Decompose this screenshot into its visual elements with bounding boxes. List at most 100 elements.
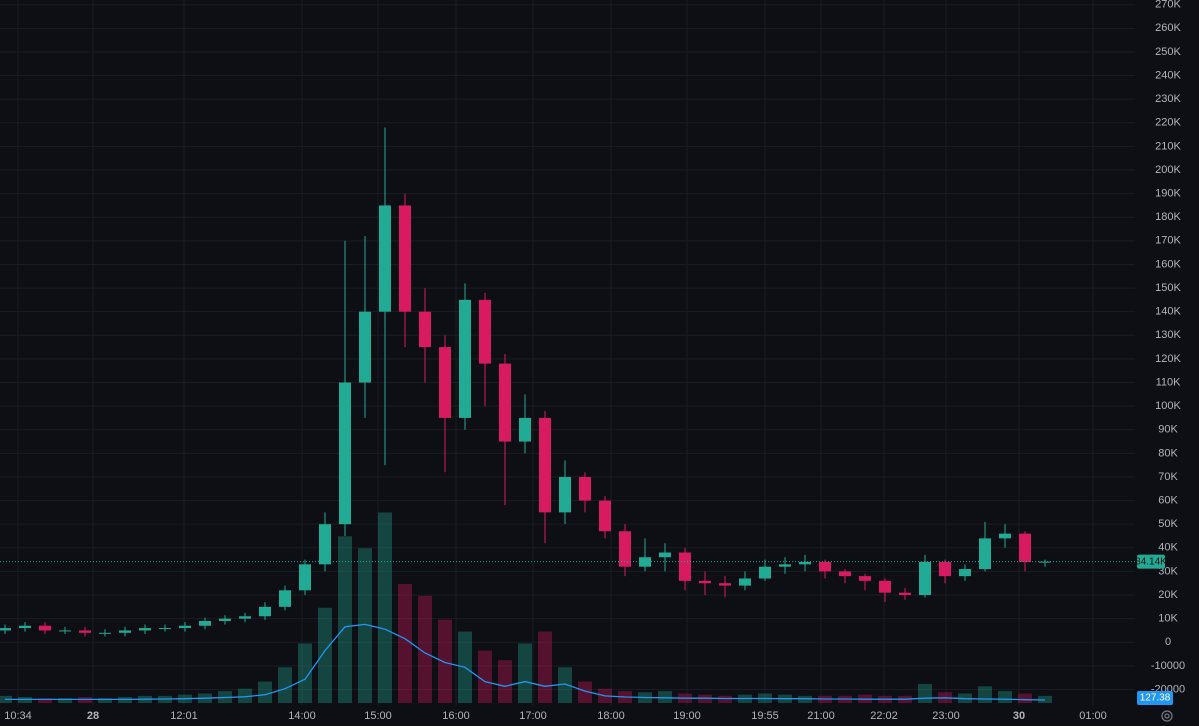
candle-body xyxy=(719,583,731,586)
gear-inner xyxy=(1164,713,1170,719)
settings-icon[interactable] xyxy=(1161,710,1173,722)
candle-body xyxy=(999,533,1011,539)
candle-body xyxy=(139,628,151,631)
volume-bar xyxy=(558,667,572,703)
candle-body xyxy=(659,552,671,558)
candle-body xyxy=(619,531,631,567)
candle-body xyxy=(0,628,12,631)
candle-body xyxy=(859,576,871,581)
volume-ma-label: 127.38 xyxy=(1140,693,1171,704)
x-tick-label: 10:34 xyxy=(4,710,32,722)
candle-body xyxy=(679,552,691,581)
volume-bar xyxy=(438,619,452,703)
volume-bar xyxy=(298,643,312,703)
candle-body xyxy=(579,476,591,501)
candle-body xyxy=(459,299,471,418)
candle-body xyxy=(379,205,391,312)
y-tick-label: 90K xyxy=(1158,424,1178,436)
y-tick-label: 70K xyxy=(1158,471,1178,483)
candle-body xyxy=(739,578,751,586)
candle-body xyxy=(799,561,811,565)
volume-bar xyxy=(718,695,732,703)
candle-body xyxy=(159,628,171,630)
candle-body xyxy=(299,564,311,591)
candle-body xyxy=(39,625,51,631)
volume-bar xyxy=(498,660,512,703)
candle-body xyxy=(339,382,351,525)
y-tick-label: 190K xyxy=(1155,188,1181,200)
y-tick-label: 140K xyxy=(1155,306,1181,318)
candle-body xyxy=(499,363,511,442)
y-tick-label: 80K xyxy=(1158,447,1178,459)
volume-bar xyxy=(418,595,432,703)
y-tick-label: 270K xyxy=(1155,0,1181,11)
candle-body xyxy=(519,417,531,442)
y-tick-label: 230K xyxy=(1155,93,1181,105)
y-tick-label: 120K xyxy=(1155,353,1181,365)
candle-body xyxy=(959,569,971,577)
x-tick-label: 22:02 xyxy=(870,710,898,722)
y-tick-label: 160K xyxy=(1155,258,1181,270)
volume-ma-line xyxy=(5,623,1046,701)
volume-bar xyxy=(578,681,592,703)
x-tick-label: 18:00 xyxy=(597,710,625,722)
volume-bar xyxy=(378,512,392,703)
candle-body xyxy=(319,524,331,565)
volume-bar xyxy=(998,691,1012,703)
y-tick-label: 180K xyxy=(1155,211,1181,223)
y-tick-label: 170K xyxy=(1155,235,1181,247)
y-tick-label: 240K xyxy=(1155,69,1181,81)
volume-bar xyxy=(518,643,532,703)
candle-body xyxy=(939,561,951,577)
candle-body xyxy=(1019,533,1031,562)
candle-body xyxy=(779,564,791,567)
y-tick-label: 150K xyxy=(1155,282,1181,294)
candle-body xyxy=(179,625,191,629)
volume-bar xyxy=(318,607,332,703)
y-tick-label: 220K xyxy=(1155,117,1181,129)
y-tick-label: 250K xyxy=(1155,46,1181,58)
x-tick-label: 19:00 xyxy=(673,710,701,722)
volume-ma-tag xyxy=(1137,691,1173,705)
x-tick-label: 21:00 xyxy=(807,710,835,722)
volume-bar xyxy=(398,583,412,703)
volume-bar xyxy=(478,650,492,703)
candle-body xyxy=(279,590,291,607)
x-tick-label: 14:00 xyxy=(288,710,316,722)
candle-body xyxy=(99,632,111,634)
y-tick-label: 0 xyxy=(1165,636,1171,648)
y-tick-label: -10000 xyxy=(1151,660,1185,672)
candle-body xyxy=(759,566,771,579)
y-tick-label: 110K xyxy=(1156,376,1182,388)
candle-body xyxy=(119,630,131,633)
candle-body xyxy=(819,561,831,572)
x-tick-label: 17:00 xyxy=(519,710,547,722)
y-tick-label: 10K xyxy=(1158,613,1178,625)
volume-bar xyxy=(1018,693,1032,703)
candle-body xyxy=(699,580,711,584)
candle-body xyxy=(259,606,271,617)
last-price-label: 34.14K xyxy=(1135,556,1167,567)
y-tick-label: 20K xyxy=(1158,589,1178,601)
candle-body xyxy=(19,625,31,629)
volume-bar xyxy=(58,698,72,703)
x-tick-label: 16:00 xyxy=(442,710,470,722)
volume-bar xyxy=(538,631,552,703)
candle-body xyxy=(599,500,611,532)
x-tick-label: 30 xyxy=(1013,710,1025,722)
candle-body xyxy=(839,571,851,577)
volume-bar xyxy=(238,688,252,703)
volume-bar xyxy=(98,698,112,703)
x-tick-label: 12:01 xyxy=(170,710,198,722)
candle-body xyxy=(239,616,251,619)
candle-body xyxy=(439,347,451,418)
y-tick-label: 100K xyxy=(1155,400,1181,412)
candle-body xyxy=(979,538,991,570)
y-tick-label: 60K xyxy=(1158,494,1178,506)
volume-bar xyxy=(258,681,272,703)
volume-bar xyxy=(38,698,52,703)
candle-body xyxy=(219,618,231,621)
volume-bar xyxy=(358,548,372,703)
